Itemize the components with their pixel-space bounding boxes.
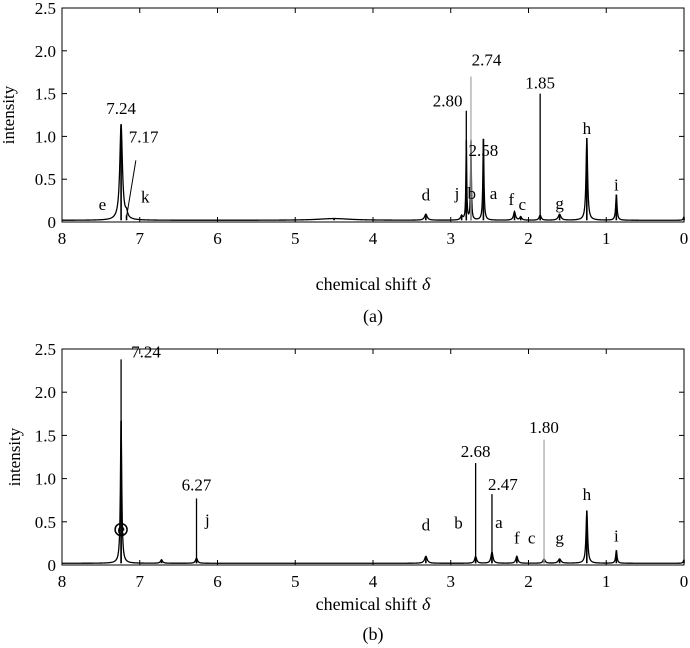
peak-label: i — [614, 527, 619, 546]
peak-label: 1.85 — [525, 73, 555, 92]
x-tick-label: 4 — [369, 229, 378, 248]
peak-label: b — [454, 514, 463, 533]
x-tick-label: 8 — [58, 572, 67, 591]
x-tick-label: 2 — [524, 229, 533, 248]
peak-label: e — [99, 195, 107, 214]
x-tick-label: 1 — [602, 572, 611, 591]
peak-label: 6.27 — [182, 476, 212, 495]
peak-label: g — [555, 194, 564, 213]
x-tick-label: 7 — [136, 572, 145, 591]
y-tick-label: 0.5 — [35, 170, 56, 189]
spectrum-line — [62, 124, 685, 221]
peak-label: 2.80 — [433, 91, 463, 110]
y-tick-label: 0 — [48, 213, 57, 232]
peak-label: a — [490, 184, 498, 203]
y-tick-label: 2.0 — [35, 383, 56, 402]
peak-label: d — [422, 186, 431, 205]
y-axis-title: intensity — [0, 85, 18, 144]
x-tick-label: 0 — [680, 229, 689, 248]
y-tick-label: 0 — [48, 556, 57, 575]
y-tick-label: 2.5 — [35, 340, 56, 359]
peak-label: j — [204, 510, 210, 529]
spectrum-line — [62, 420, 685, 564]
pointer-line — [126, 160, 137, 217]
peak-label: 2.74 — [472, 50, 502, 69]
y-tick-label: 2.5 — [35, 0, 56, 18]
x-axis-title-symbol: δ — [422, 594, 431, 614]
y-tick-label: 1.5 — [35, 426, 56, 445]
peak-label: h — [583, 119, 592, 138]
x-tick-label: 7 — [136, 229, 145, 248]
panel-caption: (a) — [363, 306, 383, 327]
peak-label: 2.47 — [488, 475, 518, 494]
peak-label: 1.80 — [529, 418, 559, 437]
peak-label: a — [495, 513, 503, 532]
peak-label: i — [614, 175, 619, 194]
peak-label: 7.24 — [106, 99, 136, 118]
x-axis-title: chemical shift δ — [316, 594, 431, 614]
peak-label: b — [467, 184, 476, 203]
y-tick-label: 1.5 — [35, 85, 56, 104]
peak-label: g — [555, 528, 564, 547]
x-axis-title-text: chemical shift — [316, 274, 417, 294]
x-tick-label: 5 — [291, 229, 300, 248]
plot-frame — [61, 7, 685, 223]
x-tick-label: 2 — [524, 572, 533, 591]
peak-label: 7.17 — [129, 127, 159, 146]
peak-label: j — [454, 184, 460, 203]
peak-label: h — [583, 485, 592, 504]
x-axis-title: chemical shift δ — [316, 274, 431, 294]
peak-label: f — [509, 190, 515, 209]
y-tick-label: 2.0 — [35, 42, 56, 61]
peak-label: c — [528, 528, 536, 547]
y-tick-label: 1.0 — [35, 127, 56, 146]
x-tick-label: 6 — [213, 572, 222, 591]
circle-marker-label: e — [117, 520, 125, 539]
x-tick-label: 3 — [447, 572, 456, 591]
panel-b: 8 7 6 5 4 3 2 1 0 0 0.5 1.0 1.5 2.0 2.5 intensity chemic… — [5, 340, 688, 645]
y-axis-title: intensity — [5, 427, 24, 486]
peak-label: c — [519, 195, 527, 214]
x-tick-label: 0 — [680, 572, 689, 591]
x-tick-label: 4 — [369, 572, 378, 591]
x-tick-label: 8 — [58, 229, 67, 248]
x-tick-label: 1 — [602, 229, 611, 248]
y-tick-label: 1.0 — [35, 470, 56, 489]
panel-a: 8 7 6 5 4 3 2 1 0 0 0.5 1.0 1.5 2.0 2.5 intensity chemic… — [0, 0, 688, 327]
x-axis-title-symbol: δ — [422, 274, 431, 294]
peak-label: d — [422, 515, 431, 534]
circle-marker — [114, 522, 128, 537]
x-tick-label: 3 — [447, 229, 456, 248]
plot-frame — [61, 348, 685, 566]
peak-label: f — [514, 528, 520, 547]
y-tick-label: 0.5 — [35, 513, 56, 532]
x-tick-label: 6 — [213, 229, 222, 248]
peak-label: 2.58 — [469, 141, 499, 160]
x-axis-title-text: chemical shift — [316, 594, 417, 614]
peak-label: k — [141, 187, 150, 206]
peak-label: 7.24 — [131, 343, 161, 362]
x-tick-label: 5 — [291, 572, 300, 591]
panel-caption: (b) — [363, 624, 384, 645]
peak-label: 2.68 — [461, 442, 491, 461]
